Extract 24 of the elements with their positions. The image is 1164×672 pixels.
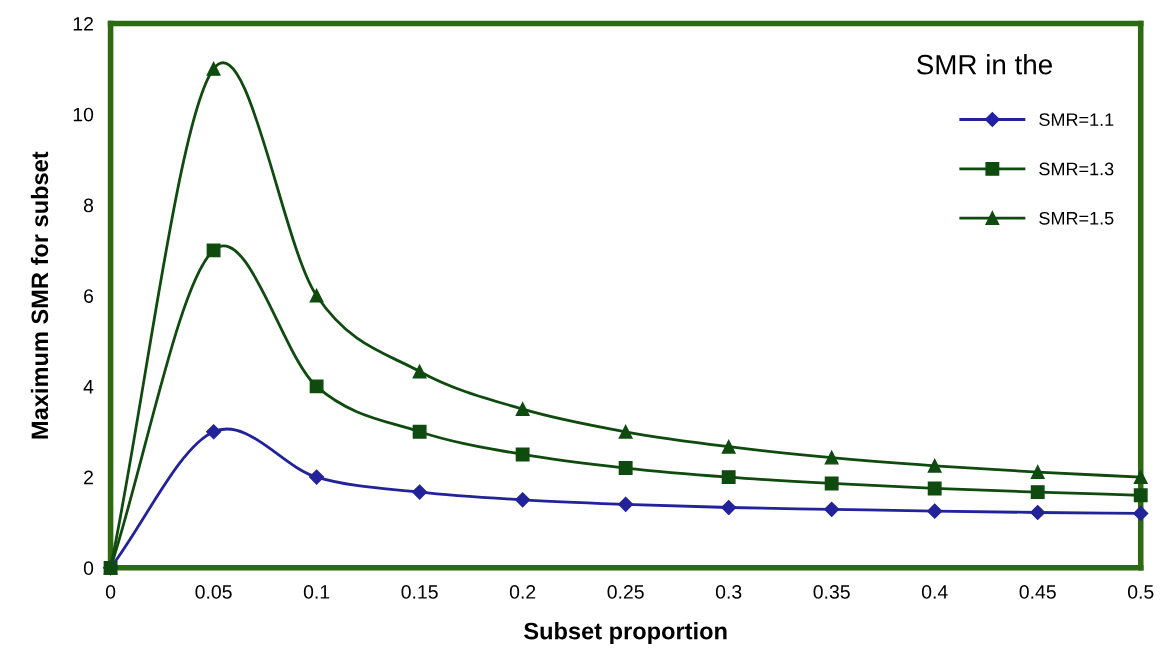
- x-tick-label: 0.3: [715, 585, 742, 599]
- y-tick-label: 10: [73, 107, 94, 122]
- legend-label: SMR=1.3: [1039, 162, 1114, 176]
- x-tick-label: 0.4: [921, 585, 948, 599]
- legend-label: SMR=1.5: [1039, 211, 1114, 225]
- x-tick-label: 0.15: [401, 585, 438, 599]
- y-tick-label: 12: [73, 16, 93, 31]
- x-tick-label: 0: [105, 585, 116, 599]
- annotation: SMR in the: [917, 54, 1052, 75]
- y-tick-label: 6: [84, 289, 94, 303]
- x-tick-label: 0.25: [607, 585, 644, 599]
- x-tick-label: 0.5: [1127, 585, 1154, 599]
- y-tick-label: 0: [83, 561, 94, 576]
- x-tick-label: 0.05: [195, 585, 232, 599]
- x-tick-label: 0.1: [303, 585, 330, 599]
- legend-label: SMR=1.1: [1039, 113, 1114, 126]
- y-tick-label: 4: [83, 380, 94, 394]
- x-tick-label: 0.45: [1019, 585, 1056, 599]
- y-axis-title: Maximum SMR for subset: [30, 151, 49, 439]
- x-axis-title: Subset proportion: [524, 622, 727, 645]
- y-tick-label: 8: [83, 198, 94, 213]
- x-tick-label: 0.2: [509, 585, 536, 599]
- x-tick-label: 0.35: [813, 585, 850, 599]
- y-tick-label: 2: [84, 470, 93, 485]
